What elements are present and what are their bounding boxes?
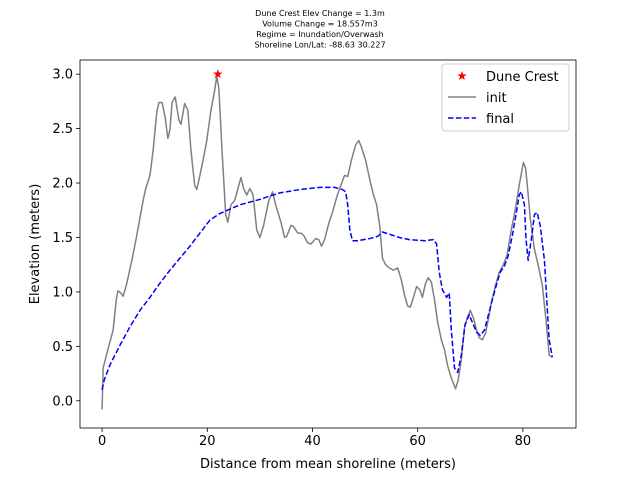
y-tick-label: 0.5 xyxy=(52,340,73,355)
legend-label: Dune Crest xyxy=(486,70,559,85)
y-axis-label: Elevation (meters) xyxy=(28,184,43,305)
chart-title: Shoreline Lon/Lat: -88.63 30.227 xyxy=(254,41,385,50)
legend-box xyxy=(441,63,570,132)
x-axis-label: Distance from mean shoreline (meters) xyxy=(200,457,456,472)
x-tick-label: 40 xyxy=(304,434,321,449)
legend-label: init xyxy=(486,91,507,106)
y-tick-label: 0.0 xyxy=(52,394,73,409)
x-tick-label: 0 xyxy=(98,434,106,449)
dune-crest-marker xyxy=(213,69,223,79)
y-tick-label: 1.5 xyxy=(52,231,73,246)
legend-marker xyxy=(457,71,467,81)
x-tick-label: 60 xyxy=(409,434,426,449)
y-tick-label: 3.0 xyxy=(52,68,73,83)
y-tick-label: 2.0 xyxy=(52,177,73,192)
y-tick-label: 2.5 xyxy=(52,122,73,137)
plot-area xyxy=(101,69,554,410)
x-tick-label: 20 xyxy=(199,434,216,449)
line-final xyxy=(101,186,554,391)
x-tick-label: 80 xyxy=(515,434,532,449)
y-tick-label: 1.0 xyxy=(52,285,73,300)
line-init xyxy=(101,75,553,410)
chart-title: Dune Crest Elev Change = 1.3m xyxy=(255,9,385,18)
legend-label: final xyxy=(486,112,514,127)
axes-frame xyxy=(79,59,577,429)
chart-title: Regime = Inundation/Overwash xyxy=(256,30,383,39)
chart-title: Volume Change = 18.557m3 xyxy=(262,20,378,29)
